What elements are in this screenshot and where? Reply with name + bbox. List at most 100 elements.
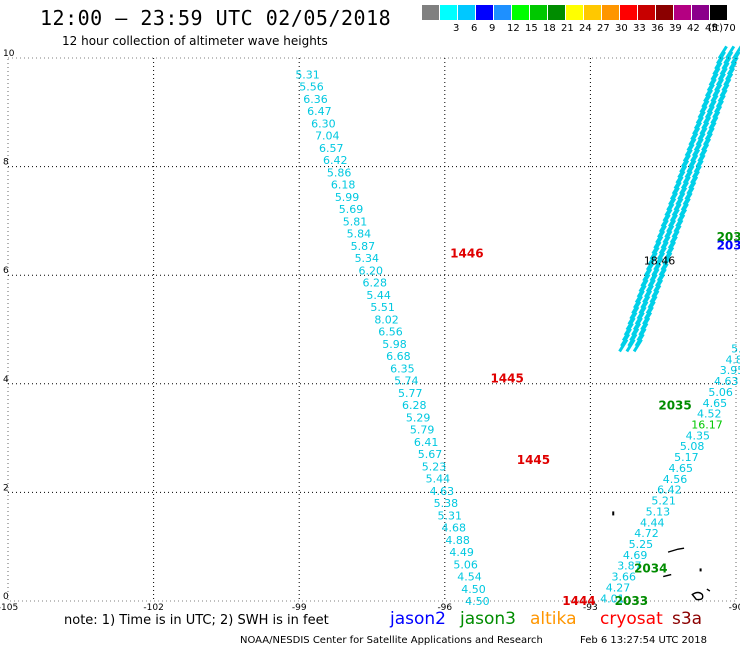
- island: [699, 568, 702, 572]
- wave-height-value: 3.95: [720, 364, 740, 377]
- satellite-name: cryosat: [600, 609, 663, 629]
- color-scale-label: 9: [489, 23, 496, 34]
- page-subtitle: 12 hour collection of altimeter wave hei…: [62, 34, 328, 48]
- wave-height-value: 5.84: [347, 228, 372, 241]
- wave-height-value: 5.44: [366, 289, 391, 302]
- color-scale-label: 24: [579, 23, 592, 34]
- wave-height-value: 5.08: [680, 440, 705, 453]
- wave-height-value: 5.44: [426, 473, 451, 486]
- wave-height-value: 4.01: [600, 592, 625, 605]
- wave-height-value: 5.06: [708, 386, 733, 399]
- wave-height-value: 8.02: [374, 313, 399, 326]
- color-scale-label: 18: [543, 23, 556, 34]
- color-swatch: [512, 5, 529, 20]
- color-swatch: [566, 5, 583, 20]
- wave-height-value: 6.35: [390, 362, 415, 375]
- longitude-tick-label: -105: [0, 603, 18, 613]
- color-swatch: [692, 5, 709, 20]
- satellite-name: altika: [530, 609, 577, 629]
- wave-height-value: 6.42: [657, 484, 682, 497]
- generated-timestamp: Feb 6 13:27:54 UTC 2018: [580, 635, 707, 646]
- wave-height-value: 5.31: [438, 509, 463, 522]
- map-frame: [7, 57, 737, 602]
- pass-time-label: 203: [717, 238, 740, 252]
- color-scale-label: 30: [615, 23, 628, 34]
- wave-height-value: 16.17: [691, 419, 723, 432]
- color-swatch: [494, 5, 511, 20]
- wave-height-value: 4.88: [445, 534, 470, 547]
- longitude-tick-label: -96: [437, 603, 452, 613]
- color-scale-label: 33: [633, 23, 646, 34]
- color-swatch: [440, 5, 457, 20]
- longitude-tick-label: -90: [729, 603, 740, 613]
- wave-height-value: 4.35: [686, 429, 711, 442]
- color-scale-label: 36: [651, 23, 664, 34]
- wave-height-value: 6.18: [331, 179, 356, 192]
- wave-height-value: 6.57: [319, 142, 344, 155]
- color-swatch: [602, 5, 619, 20]
- wave-height-value: 6.30: [311, 117, 336, 130]
- color-scale-label: 12: [507, 23, 520, 34]
- color-swatch: [530, 5, 547, 20]
- overplotted-track-mark: [725, 45, 736, 60]
- wave-height-value: 5.17: [674, 451, 699, 464]
- latitude-tick-label: 0: [3, 592, 9, 602]
- wave-height-value: 3.66: [612, 571, 637, 584]
- wave-height-value: 5.23: [422, 460, 447, 473]
- wave-height-value: 5.67: [418, 448, 443, 461]
- pass-time-label: 203: [717, 230, 740, 244]
- longitude-tick-label: -102: [143, 603, 163, 613]
- wave-height-value: 5.81: [343, 215, 368, 228]
- latitude-tick-label: 2: [3, 483, 9, 493]
- wave-height-value: 5.29: [406, 411, 431, 424]
- pass-time-label: 1446: [450, 246, 483, 260]
- color-scale-label: 27: [597, 23, 610, 34]
- satellite-name: jason2: [390, 609, 446, 629]
- wave-height-value: 7.04: [315, 130, 340, 143]
- color-scale-label: 70: [723, 23, 736, 34]
- overplotted-track-mark: [717, 45, 728, 60]
- wave-height-value: 5.51: [370, 301, 395, 314]
- wave-height-value: 6.36: [303, 93, 328, 106]
- pass-time-label: 1445: [490, 371, 523, 385]
- wave-height-value: 4.63: [430, 485, 455, 498]
- pass-time-label: 1445: [517, 453, 550, 467]
- coastline: [663, 573, 672, 578]
- color-swatch: [584, 5, 601, 20]
- wave-height-value: 6.28: [362, 277, 387, 290]
- wave-height-value: 6.68: [386, 350, 411, 363]
- wave-height-value: 4.65: [703, 397, 728, 410]
- wave-height-value: 5.69: [339, 203, 364, 216]
- pass-time-label: 2033: [615, 594, 648, 608]
- wave-height-value: 4.54: [457, 571, 482, 584]
- extreme-value-label: 18.46: [644, 255, 676, 268]
- wave-height-value: 4.49: [449, 546, 474, 559]
- wave-height-value: 4.50: [461, 583, 486, 596]
- wave-height-value: 5.87: [351, 240, 376, 253]
- wave-height-value: 4.56: [663, 473, 688, 486]
- satellite-name: s3a: [672, 609, 703, 629]
- pass-time-label: 2035: [658, 399, 691, 413]
- latitude-tick-label: 6: [3, 266, 9, 276]
- color-scale-label: 3: [453, 23, 460, 34]
- wave-height-value: 5.34: [355, 252, 380, 265]
- color-scale-label: 42: [687, 23, 700, 34]
- wave-height-value: 5.56: [299, 81, 324, 94]
- credit-line: NOAA/NESDIS Center for Satellite Applica…: [240, 635, 543, 646]
- wave-height-value: 6.28: [402, 399, 427, 412]
- wave-height-value: 4.80: [725, 353, 740, 366]
- wave-height-value: 4.63: [714, 375, 739, 388]
- color-swatch: [476, 5, 493, 20]
- color-swatch: [638, 5, 655, 20]
- wave-height-value: 4.50: [465, 595, 490, 608]
- wave-height-value: 5.13: [646, 505, 671, 518]
- wave-height-value: 4.72: [634, 527, 659, 540]
- island: [612, 511, 615, 516]
- wave-height-value: 5.77: [398, 387, 423, 400]
- latitude-tick-label: 8: [3, 158, 9, 168]
- wave-height-value: 5.31: [295, 68, 320, 81]
- color-scale-label: 39: [669, 23, 682, 34]
- color-scale-label: 21: [561, 23, 574, 34]
- color-swatch: [458, 5, 475, 20]
- color-scale-unit: (ft): [708, 23, 724, 34]
